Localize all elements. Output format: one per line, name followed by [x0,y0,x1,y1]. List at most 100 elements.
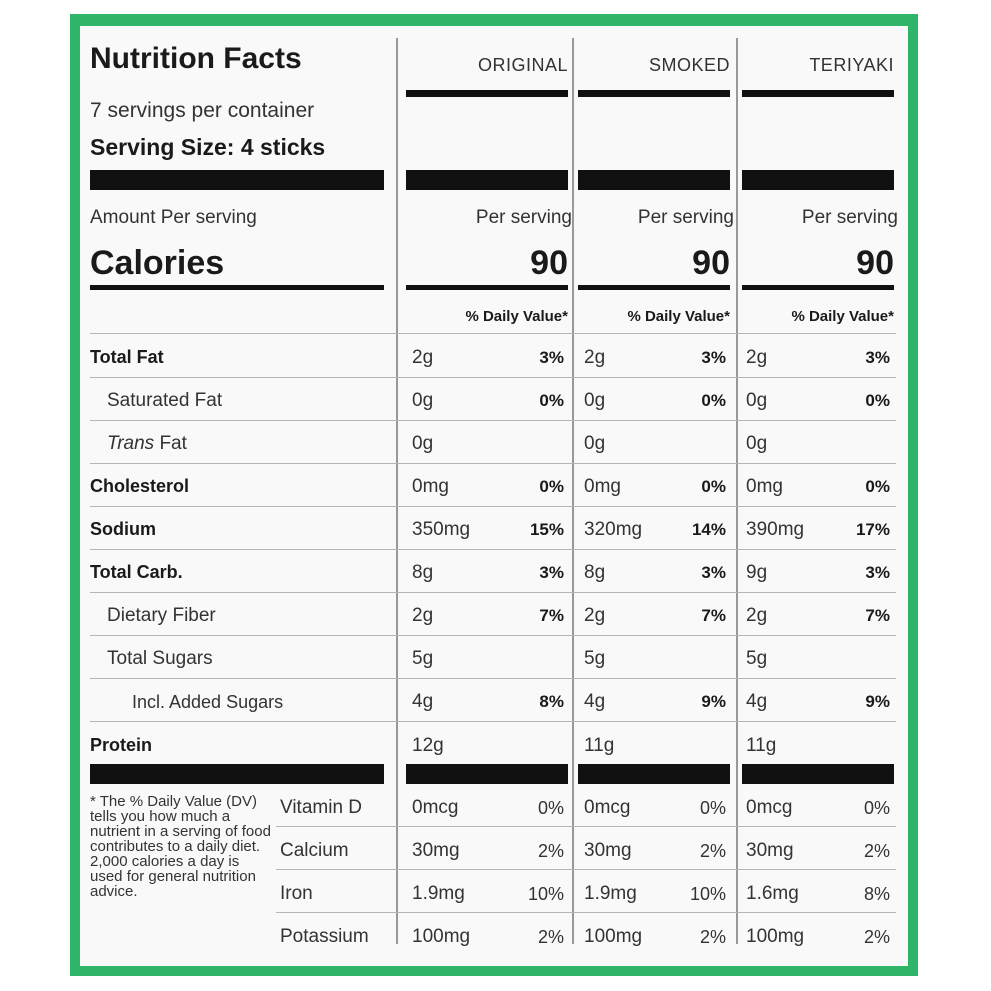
per-serving-label: Per serving [475,207,572,228]
nutrient-amount: 0g [412,390,434,411]
row-divider [276,826,896,827]
vitamin-daily-value: 2% [863,841,890,861]
nutrient-daily-value: 3% [865,348,890,367]
nutrient-amount: 2g [584,605,606,626]
nutrient-amount: 0mg [746,476,783,497]
column-medium-rule [742,285,894,290]
vitamin-amount: 1.9mg [412,883,465,904]
nutrient-amount: 0g [746,433,768,454]
column-top-rule [742,90,894,97]
row-divider [90,377,896,378]
nutrient-amount: 0mg [584,476,621,497]
nutrient-daily-value: 9% [865,692,890,711]
nutrient-label: Sodium [90,519,156,539]
column-thick-rule [578,170,730,190]
column-medium-rule [406,285,568,290]
servings-per-container: 7 servings per container [90,99,315,122]
nutrient-amount: 5g [412,648,434,669]
nutrient-label: Trans Fat [107,434,187,453]
nutrient-amount: 9g [746,562,768,583]
nutrient-daily-value: 0% [539,477,564,496]
nutrient-amount: 2g [584,347,606,368]
vitamin-label: Potassium [280,926,369,947]
row-divider [276,869,896,870]
thick-rule [90,170,384,190]
nutrient-amount: 2g [412,347,434,368]
vitamin-daily-value: 0% [699,798,726,818]
nutrient-label: Total Carb. [90,562,183,582]
per-serving-label: Per serving [801,207,898,228]
serving-size: Serving Size: 4 sticks [90,134,326,160]
daily-value-header: % Daily Value* [791,308,894,325]
calories-label: Calories [90,244,225,282]
nutrient-daily-value: 7% [539,606,564,625]
vitamin-amount: 0mcg [584,797,631,818]
nutrient-daily-value: 0% [539,391,564,410]
column-thick-rule [742,764,894,784]
column-thick-rule [742,170,894,190]
column-thick-rule [406,764,568,784]
nutrient-daily-value: 8% [539,692,564,711]
daily-value-header: % Daily Value* [627,308,730,325]
row-divider [90,678,896,679]
column-header-original: ORIGINAL [477,55,568,75]
nutrient-daily-value: 7% [865,606,890,625]
nutrient-amount: 0g [584,390,606,411]
calories-value: 90 [692,244,730,282]
vitamin-amount: 30mg [412,840,460,861]
vitamin-amount: 1.6mg [746,883,799,904]
nutrient-amount: 4g [584,691,606,712]
row-divider [90,721,896,722]
vitamin-daily-value: 2% [537,841,564,861]
nutrient-amount: 12g [412,735,444,756]
nutrient-daily-value: 9% [701,692,726,711]
column-thick-rule [406,170,568,190]
nutrient-daily-value: 3% [701,348,726,367]
vitamin-amount: 1.9mg [584,883,637,904]
nutrient-label: Saturated Fat [107,390,223,411]
vitamin-daily-value: 0% [537,798,564,818]
vitamin-amount: 100mg [412,926,471,947]
nutrient-amount: 11g [746,735,777,756]
nutrient-label: Dietary Fiber [107,605,216,626]
column-header-teriyaki: TERIYAKI [809,55,894,75]
nutrient-amount: 0g [584,433,606,454]
nutrient-amount: 390mg [746,519,805,540]
row-divider [90,333,896,334]
fat-label: Fat [154,433,187,454]
vitamin-label: Iron [280,883,313,904]
nutrition-facts-title: Nutrition Facts [90,42,302,75]
nutrient-label: Incl. Added Sugars [132,692,284,712]
nutrient-label: Cholesterol [90,476,190,496]
vitamin-daily-value: 10% [527,884,564,904]
row-divider [276,912,896,913]
nutrient-amount: 5g [584,648,606,669]
daily-value-footnote: * The % Daily Value (DV) tells you how m… [90,793,271,900]
nutrient-amount: 8g [412,562,434,583]
nutrient-daily-value: 15% [529,520,564,539]
thick-rule [90,764,384,784]
daily-value-header: % Daily Value* [465,308,568,325]
column-medium-rule [578,285,730,290]
nutrient-label: Total Sugars [107,648,213,669]
nutrient-daily-value: 7% [701,606,726,625]
nutrient-label: Total Fat [90,347,164,367]
nutrient-amount: 2g [746,347,768,368]
nutrient-daily-value: 0% [865,477,890,496]
nutrient-amount: 11g [584,735,615,756]
nutrient-daily-value: 14% [691,520,726,539]
vitamin-daily-value: 10% [689,884,726,904]
vitamin-amount: 30mg [584,840,632,861]
nutrient-daily-value: 3% [539,348,564,367]
column-divider [396,38,398,944]
row-divider [90,506,896,507]
nutrient-amount: 0g [746,390,768,411]
calories-value: 90 [530,244,568,282]
nutrient-amount: 5g [746,648,768,669]
nutrient-amount: 320mg [584,519,643,540]
nutrient-daily-value: 0% [701,477,726,496]
nutrient-daily-value: 3% [539,563,564,582]
trans-label: Trans [107,433,155,454]
vitamin-daily-value: 2% [699,841,726,861]
nutrient-daily-value: 0% [865,391,890,410]
